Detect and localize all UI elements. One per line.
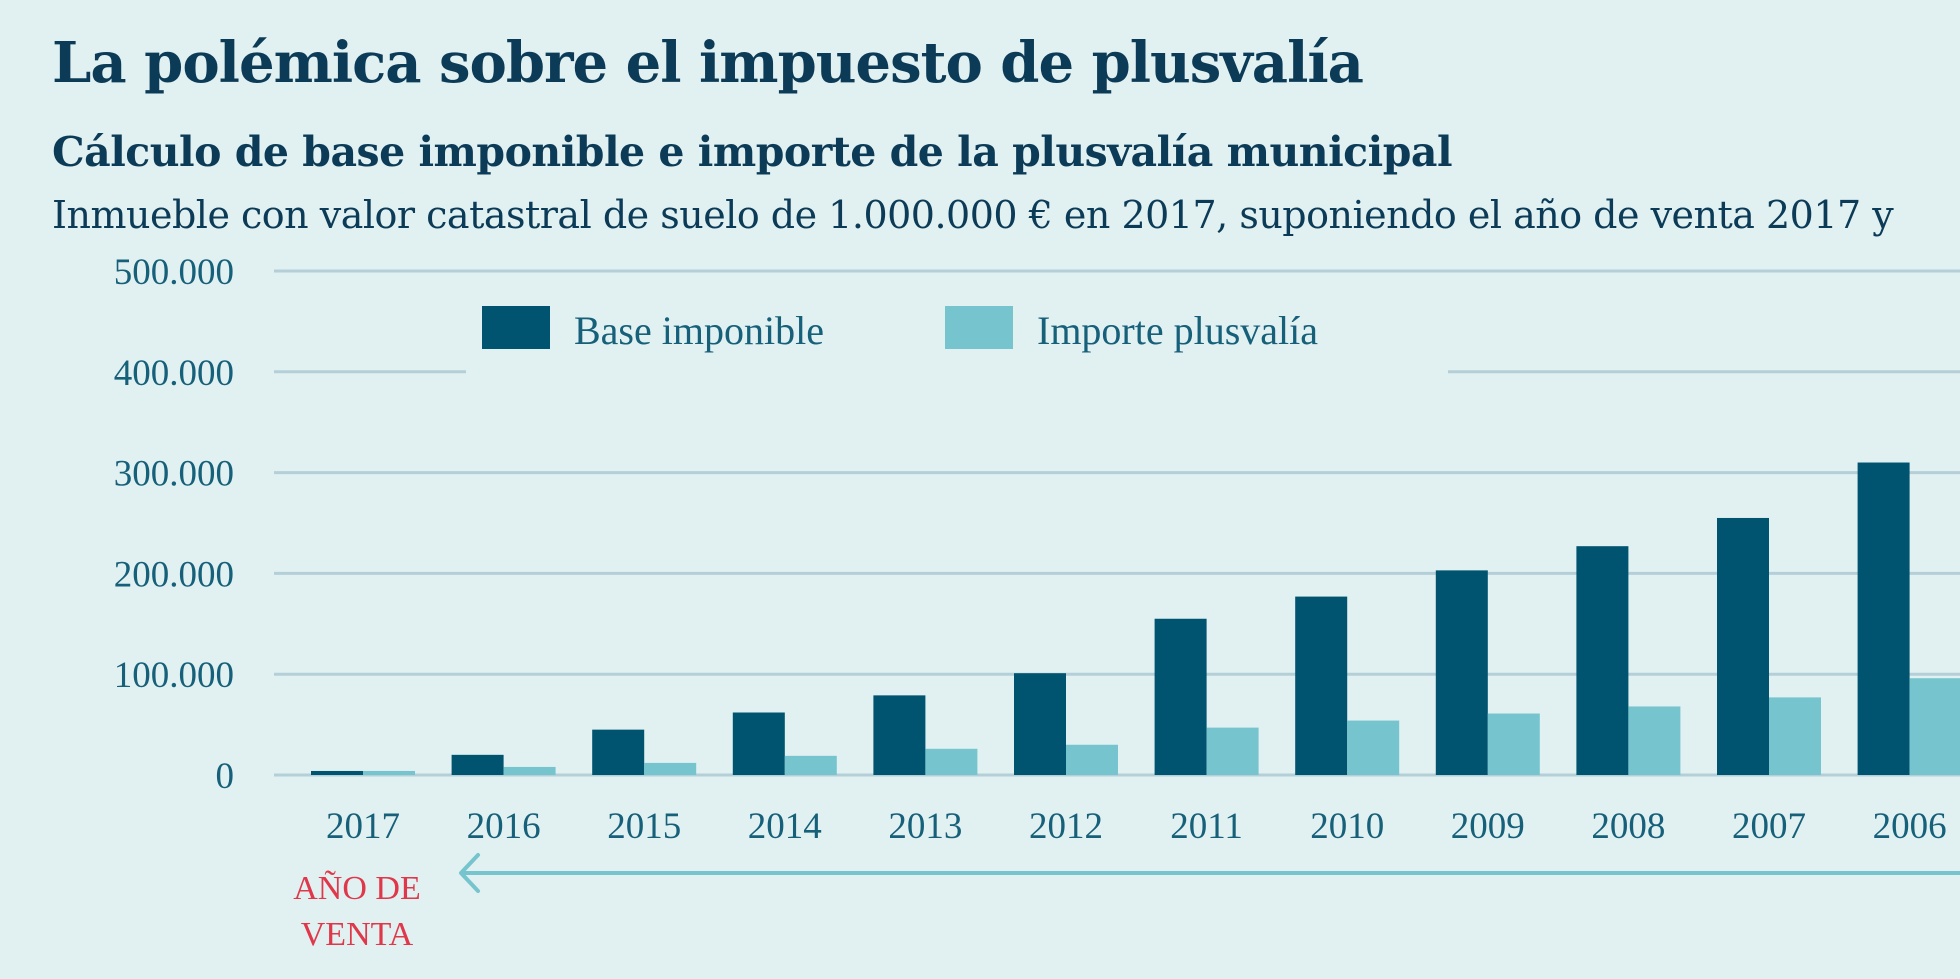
y-tick-label: 400.000 <box>114 353 234 394</box>
bar-importe-plusvalia <box>1206 727 1259 775</box>
bar-importe-plusvalia <box>925 748 978 775</box>
x-tick-label: 2011 <box>1170 806 1243 847</box>
bar-base-imponible <box>1857 462 1910 775</box>
legend-swatch-base-imponible <box>482 306 550 349</box>
bar-importe-plusvalia <box>1066 744 1118 775</box>
bar-base-imponible <box>1295 596 1348 775</box>
x-tick-label: 2009 <box>1451 806 1525 847</box>
chart-description: Inmueble con valor catastral de suelo de… <box>52 193 1894 237</box>
x-tick-label: 2012 <box>1029 806 1103 847</box>
bar-base-imponible <box>1576 546 1629 775</box>
bar-importe-plusvalia <box>503 766 556 775</box>
x-tick-label: 2006 <box>1873 806 1947 847</box>
y-tick-label: 100.000 <box>114 655 234 696</box>
x-tick-label: 2007 <box>1732 806 1806 847</box>
bar-importe-plusvalia <box>1347 720 1400 775</box>
bar-importe-plusvalia <box>644 762 697 775</box>
legend: Base imponible Importe plusvalía <box>466 276 1448 380</box>
x-tick-label: 2016 <box>467 806 541 847</box>
y-axis-ticks: 0 100.000 200.000 300.000 400.000 500.000 <box>114 252 234 797</box>
bar-base-imponible <box>873 695 926 775</box>
bar-base-imponible <box>1717 517 1769 775</box>
arrow-head-icon <box>459 853 480 893</box>
legend-swatch-importe-plusvalia <box>945 306 1013 349</box>
y-tick-label: 500.000 <box>114 252 234 293</box>
x-tick-label: 2015 <box>607 806 681 847</box>
x-tick-label: 2014 <box>748 806 822 847</box>
x-tick-label: 2010 <box>1310 806 1384 847</box>
bar-base-imponible <box>1435 570 1488 775</box>
bar-importe-plusvalia <box>1769 697 1821 775</box>
legend-label-base-imponible: Base imponible <box>574 308 824 353</box>
legend-label-importe-plusvalia: Importe plusvalía <box>1037 308 1318 353</box>
chart-title: La polémica sobre el impuesto de plusval… <box>52 30 1364 96</box>
sale-year-arrow <box>459 853 1960 893</box>
bar-base-imponible <box>592 729 645 775</box>
x-tick-label: 2017 <box>326 806 400 847</box>
bar-base-imponible <box>451 754 504 775</box>
bar-importe-plusvalia <box>363 770 415 775</box>
x-tick-label: 2013 <box>888 806 962 847</box>
annotation-line-2: VENTA <box>301 916 414 953</box>
bar-base-imponible <box>1014 673 1066 775</box>
y-tick-label: 300.000 <box>114 454 234 495</box>
bar-importe-plusvalia <box>1909 678 1960 775</box>
bar-importe-plusvalia <box>1628 706 1681 775</box>
bar-base-imponible <box>1154 618 1207 775</box>
x-tick-label: 2008 <box>1591 806 1665 847</box>
y-tick-label: 200.000 <box>114 554 234 595</box>
chart-subtitle: Cálculo de base imponible e importe de l… <box>52 128 1453 176</box>
bar-importe-plusvalia <box>1487 713 1540 775</box>
x-axis-ticks: 2017 2016 2015 2014 2013 2012 2011 2010 2009 2008… <box>326 806 1947 847</box>
bar-base-imponible <box>311 770 363 775</box>
annotation-line-1: AÑO DE <box>293 870 420 907</box>
y-tick-label: 0 <box>216 756 235 797</box>
bars <box>311 462 1960 775</box>
bar-importe-plusvalia <box>784 755 837 775</box>
bar-base-imponible <box>732 712 785 775</box>
